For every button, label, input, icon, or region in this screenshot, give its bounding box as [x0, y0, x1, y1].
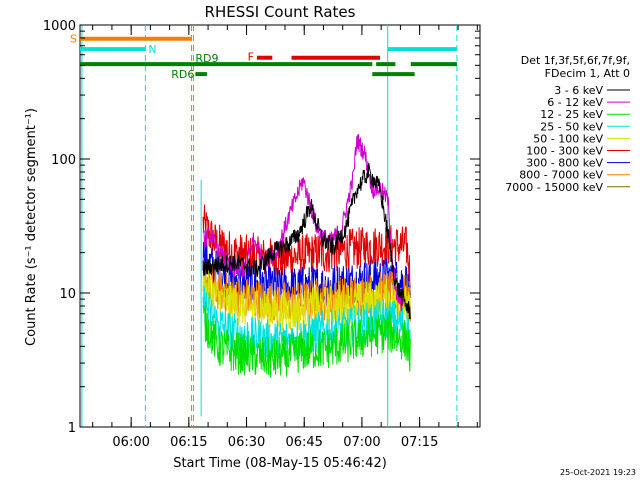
- plot-frame: [79, 24, 481, 428]
- state-bar-label: RD6: [171, 68, 194, 81]
- series-group: [200, 134, 411, 417]
- state-bar-label: N: [148, 43, 156, 56]
- legend: Det 1f,3f,5f,6f,7f,9f, FDecim 1, Att 0 3…: [505, 54, 630, 194]
- x-tick-label: 07:15: [401, 435, 438, 450]
- legend-label: 25 - 50 keV: [540, 120, 603, 133]
- series-line-3: [202, 285, 411, 362]
- chart-title: RHESSI Count Rates: [205, 3, 356, 21]
- state-bar-label: S: [70, 33, 77, 46]
- legend-header-line-2: FDecim 1, Att 0: [545, 67, 630, 80]
- y-tick-label: 1000: [43, 19, 76, 34]
- y-tick-label: 1: [68, 421, 76, 436]
- legend-header-line-1: Det 1f,3f,5f,6f,7f,9f,: [521, 54, 630, 67]
- x-tick-label: 06:30: [228, 435, 265, 450]
- x-tick-label: 06:45: [285, 435, 322, 450]
- axes-group: 1 10 100 1000 06:00 06:15 06:30 06:45 07:00 07:15: [43, 19, 480, 450]
- y-tick-label: 10: [59, 287, 76, 302]
- x-axis-label: Start Time (08-May-15 05:46:42): [173, 456, 387, 471]
- series-line-2: [202, 302, 411, 378]
- legend-label: 6 - 12 keV: [547, 96, 603, 109]
- legend-label: 300 - 800 keV: [526, 157, 603, 170]
- series-line-4: [202, 270, 411, 332]
- state-bar-label: RD9: [195, 52, 218, 65]
- vertical-marker-lines: [81, 25, 458, 427]
- footer-timestamp: 25-Oct-2021 19:23: [560, 468, 636, 477]
- y-tick-label: 100: [51, 153, 76, 168]
- series-line-1: [202, 134, 404, 312]
- x-tick-label: 06:15: [170, 435, 207, 450]
- legend-label: 3 - 6 keV: [554, 84, 603, 97]
- series-line-0: [202, 163, 411, 320]
- y-axis-label: Count Rate (s⁻¹ detector segment⁻¹): [24, 108, 39, 346]
- x-tick-label: 07:00: [343, 435, 380, 450]
- legend-label: 12 - 25 keV: [540, 108, 603, 121]
- state-bar-label: F: [248, 51, 254, 64]
- legend-label: 100 - 300 keV: [526, 145, 603, 158]
- x-tick-label: 06:00: [112, 435, 149, 450]
- legend-label: 7000 - 15000 keV: [505, 181, 603, 194]
- legend-label: 800 - 7000 keV: [519, 169, 603, 182]
- legend-label: 50 - 100 keV: [533, 132, 603, 145]
